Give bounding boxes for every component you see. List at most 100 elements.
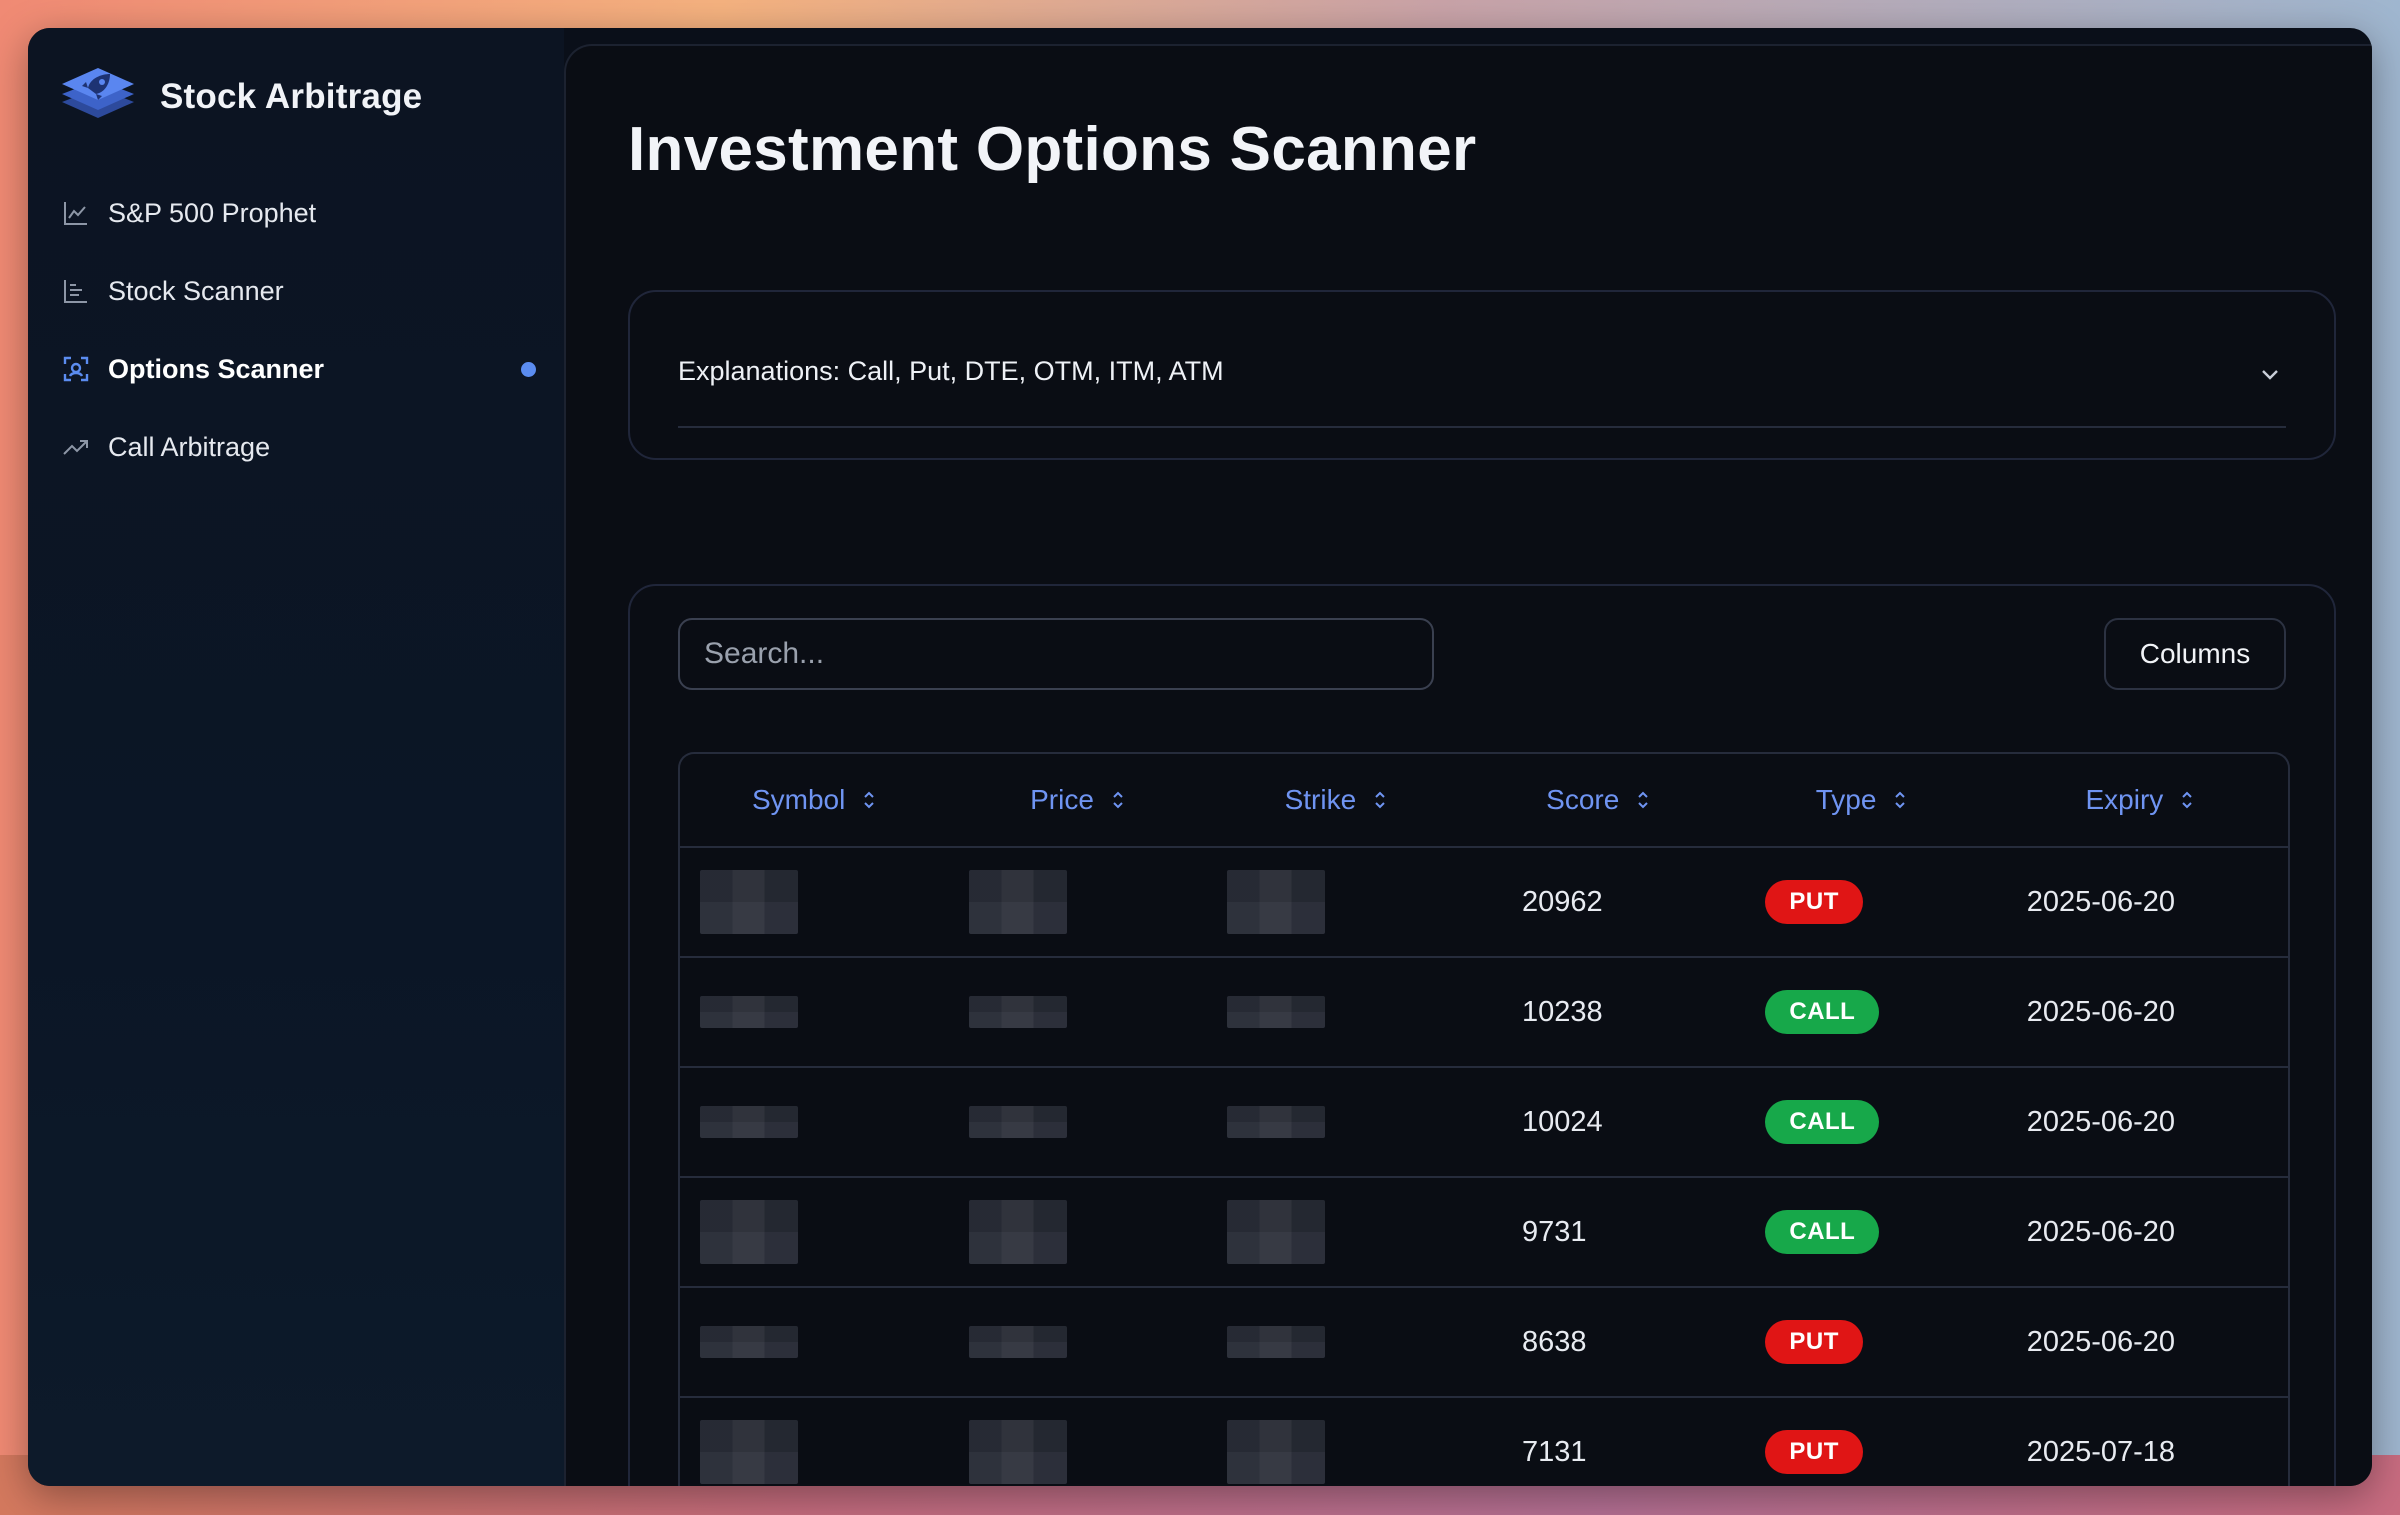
score-cell: 10238 bbox=[1521, 995, 1603, 1028]
table-row[interactable]: 20962 PUT 2025-06-20 bbox=[680, 848, 2288, 958]
score-cell: 9731 bbox=[1521, 1215, 1587, 1248]
redacted-value bbox=[700, 1326, 798, 1358]
type-cell: CALL bbox=[1731, 1068, 1992, 1176]
explanations-accordion[interactable]: Explanations: Call, Put, DTE, OTM, ITM, … bbox=[628, 290, 2336, 460]
strike-cell bbox=[1207, 1288, 1466, 1396]
brand[interactable]: Stock Arbitrage bbox=[58, 62, 422, 132]
table-row[interactable]: 9731 CALL 2025-06-20 bbox=[680, 1178, 2288, 1288]
type-cell: CALL bbox=[1731, 1178, 1992, 1286]
column-header-label: Price bbox=[1030, 784, 1094, 815]
column-header-score[interactable]: Score bbox=[1466, 754, 1731, 846]
sidebar-item-label: Options Scanner bbox=[108, 353, 325, 384]
sort-icon[interactable] bbox=[1372, 788, 1388, 812]
line-chart-icon bbox=[60, 197, 92, 229]
type-cell: PUT bbox=[1731, 848, 1992, 956]
table-row[interactable]: 10024 CALL 2025-06-20 bbox=[680, 1068, 2288, 1178]
options-table-card: Columns Symbol Price Strike bbox=[628, 584, 2336, 1486]
options-table: Symbol Price Strike Score bbox=[678, 752, 2290, 1486]
column-header-type[interactable]: Type bbox=[1731, 754, 1992, 846]
sidebar-item-call-arbitrage[interactable]: Call Arbitrage bbox=[60, 408, 550, 486]
price-cell bbox=[949, 1178, 1206, 1286]
redacted-value bbox=[1226, 1326, 1325, 1358]
score-cell: 20962 bbox=[1521, 885, 1603, 918]
search-input[interactable] bbox=[678, 618, 1434, 690]
symbol-cell bbox=[680, 848, 949, 956]
column-header-label: Type bbox=[1815, 784, 1877, 815]
score-cell: 8638 bbox=[1521, 1325, 1587, 1358]
type-badge: PUT bbox=[1765, 880, 1863, 924]
strike-cell bbox=[1207, 848, 1466, 956]
expiry-cell: 2025-07-18 bbox=[2026, 1435, 2176, 1468]
table-row[interactable]: 10238 CALL 2025-06-20 bbox=[680, 958, 2288, 1068]
sidebar-nav: S&P 500 Prophet Stock Scanner Options bbox=[60, 174, 550, 486]
redacted-value bbox=[969, 1200, 1068, 1264]
redacted-value bbox=[700, 1420, 798, 1484]
app-window: Stock Arbitrage S&P 500 Prophet Stock Sc… bbox=[28, 28, 2372, 1486]
price-cell bbox=[949, 1068, 1206, 1176]
price-cell bbox=[949, 1398, 1206, 1486]
expiry-cell: 2025-06-20 bbox=[2026, 1105, 2176, 1138]
page-title: Investment Options Scanner bbox=[628, 115, 1477, 184]
symbol-cell bbox=[680, 1398, 949, 1486]
type-badge: PUT bbox=[1765, 1320, 1863, 1364]
redacted-value bbox=[1226, 1200, 1325, 1264]
redacted-value bbox=[969, 1106, 1068, 1138]
sort-icon[interactable] bbox=[1892, 788, 1908, 812]
strike-cell bbox=[1207, 1398, 1466, 1486]
symbol-cell bbox=[680, 1288, 949, 1396]
rocket-logo-icon bbox=[62, 68, 134, 118]
symbol-cell bbox=[680, 958, 949, 1066]
strike-cell bbox=[1207, 1068, 1466, 1176]
type-badge: CALL bbox=[1765, 1210, 1880, 1254]
column-header-label: Expiry bbox=[2085, 784, 2164, 815]
sort-icon[interactable] bbox=[1635, 788, 1651, 812]
column-header-symbol[interactable]: Symbol bbox=[680, 754, 949, 846]
sort-icon[interactable] bbox=[2179, 788, 2195, 812]
redacted-value bbox=[700, 1106, 798, 1138]
sidebar-item-stock-scanner[interactable]: Stock Scanner bbox=[60, 252, 550, 330]
sort-icon[interactable] bbox=[861, 788, 877, 812]
table-row[interactable]: 7131 PUT 2025-07-18 bbox=[680, 1398, 2288, 1486]
redacted-value bbox=[969, 1420, 1068, 1484]
type-cell: PUT bbox=[1731, 1288, 1992, 1396]
redacted-value bbox=[1226, 870, 1325, 934]
sidebar-item-options-scanner[interactable]: Options Scanner bbox=[60, 330, 550, 408]
price-cell bbox=[949, 958, 1206, 1066]
redacted-value bbox=[1226, 1106, 1325, 1138]
sidebar: Stock Arbitrage S&P 500 Prophet Stock Sc… bbox=[28, 28, 564, 1486]
column-header-strike[interactable]: Strike bbox=[1207, 754, 1466, 846]
bar-chart-icon bbox=[60, 275, 92, 307]
symbol-cell bbox=[680, 1068, 949, 1176]
score-cell: 7131 bbox=[1521, 1435, 1587, 1468]
redacted-value bbox=[700, 870, 798, 934]
column-header-label: Symbol bbox=[751, 784, 846, 815]
column-header-label: Strike bbox=[1284, 784, 1357, 815]
sort-icon[interactable] bbox=[1110, 788, 1126, 812]
strike-cell bbox=[1207, 958, 1466, 1066]
trending-up-icon bbox=[60, 431, 92, 463]
redacted-value bbox=[969, 1326, 1068, 1358]
score-cell: 10024 bbox=[1521, 1105, 1603, 1138]
price-cell bbox=[949, 848, 1206, 956]
redacted-value bbox=[969, 996, 1068, 1028]
sidebar-item-label: Stock Scanner bbox=[108, 275, 284, 306]
sidebar-item-label: Call Arbitrage bbox=[108, 431, 271, 462]
column-header-price[interactable]: Price bbox=[949, 754, 1206, 846]
redacted-value bbox=[1226, 1420, 1325, 1484]
active-indicator-dot bbox=[521, 362, 536, 377]
expiry-cell: 2025-06-20 bbox=[2026, 1215, 2176, 1248]
sidebar-item-sp500-prophet[interactable]: S&P 500 Prophet bbox=[60, 174, 550, 252]
expiry-cell: 2025-06-20 bbox=[2026, 995, 2176, 1028]
columns-button[interactable]: Columns bbox=[2104, 618, 2286, 690]
type-cell: CALL bbox=[1731, 958, 1992, 1066]
table-row[interactable]: 8638 PUT 2025-06-20 bbox=[680, 1288, 2288, 1398]
type-badge: PUT bbox=[1765, 1430, 1863, 1474]
price-cell bbox=[949, 1288, 1206, 1396]
chevron-down-icon[interactable] bbox=[2256, 360, 2284, 388]
column-header-label: Score bbox=[1546, 784, 1620, 815]
redacted-value bbox=[700, 996, 798, 1028]
type-badge: CALL bbox=[1765, 990, 1880, 1034]
accordion-title[interactable]: Explanations: Call, Put, DTE, OTM, ITM, … bbox=[678, 356, 1224, 386]
column-header-expiry[interactable]: Expiry bbox=[1993, 754, 2288, 846]
symbol-cell bbox=[680, 1178, 949, 1286]
